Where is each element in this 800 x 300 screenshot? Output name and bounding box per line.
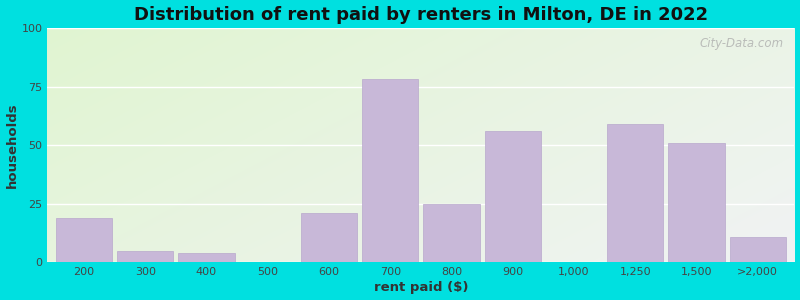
Y-axis label: households: households: [6, 102, 18, 188]
Bar: [607, 124, 663, 262]
X-axis label: rent paid ($): rent paid ($): [374, 281, 468, 294]
Bar: [362, 80, 418, 262]
Bar: [178, 253, 234, 262]
Bar: [117, 251, 174, 262]
Bar: [668, 143, 725, 262]
Bar: [301, 213, 357, 262]
Bar: [485, 131, 541, 262]
Title: Distribution of rent paid by renters in Milton, DE in 2022: Distribution of rent paid by renters in …: [134, 6, 708, 24]
Bar: [730, 237, 786, 262]
Bar: [56, 218, 112, 262]
Text: City-Data.com: City-Data.com: [699, 37, 783, 50]
Bar: [423, 204, 480, 262]
